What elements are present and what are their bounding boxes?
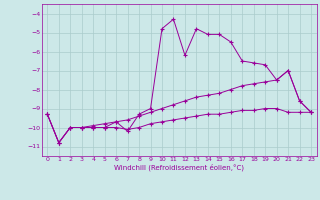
X-axis label: Windchill (Refroidissement éolien,°C): Windchill (Refroidissement éolien,°C): [114, 164, 244, 171]
